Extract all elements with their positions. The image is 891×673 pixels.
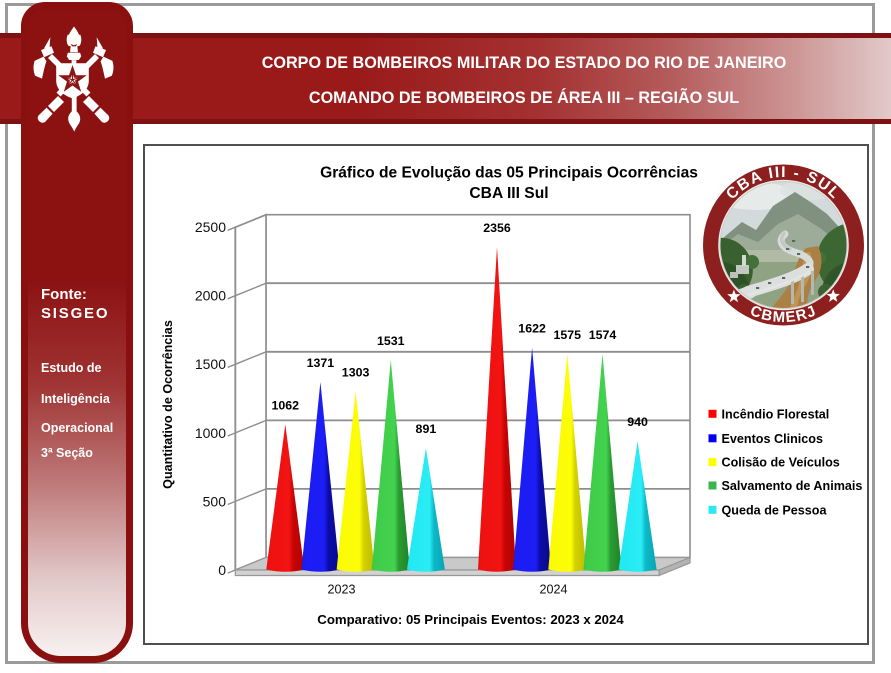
- svg-text:Quantitativo de Ocorrências: Quantitativo de Ocorrências: [161, 320, 175, 489]
- svg-text:1303: 1303: [342, 365, 370, 379]
- svg-text:Comparativo: 05 Principais Eve: Comparativo: 05 Principais Eventos: 2023…: [317, 612, 624, 627]
- svg-text:2500: 2500: [195, 219, 226, 235]
- svg-text:1062: 1062: [272, 398, 300, 412]
- svg-text:1500: 1500: [195, 356, 226, 372]
- svg-text:Salvamento de Animais: Salvamento de Animais: [722, 479, 863, 493]
- svg-text:Colisão de Veículos: Colisão de Veículos: [722, 456, 840, 470]
- svg-text:2024: 2024: [539, 583, 567, 597]
- svg-text:940: 940: [627, 415, 648, 429]
- svg-text:2356: 2356: [483, 221, 511, 235]
- svg-text:1371: 1371: [307, 356, 335, 370]
- svg-text:1622: 1622: [518, 322, 546, 336]
- svg-text:Queda de Pessoa: Queda de Pessoa: [722, 503, 828, 517]
- svg-text:1531: 1531: [377, 334, 405, 348]
- svg-text:0: 0: [218, 562, 226, 578]
- svg-text:CBA III Sul: CBA III Sul: [469, 185, 548, 202]
- svg-text:2023: 2023: [327, 583, 355, 597]
- svg-text:1574: 1574: [589, 328, 617, 342]
- svg-text:891: 891: [416, 422, 437, 436]
- svg-text:Eventos Clinicos: Eventos Clinicos: [722, 432, 823, 446]
- svg-text:2000: 2000: [195, 288, 226, 304]
- svg-text:Incêndio Florestal: Incêndio Florestal: [722, 407, 830, 421]
- svg-text:Gráfico de Evolução das 05 Pri: Gráfico de Evolução das 05 Principais Oc…: [320, 165, 698, 182]
- svg-text:1575: 1575: [554, 328, 582, 342]
- svg-text:1000: 1000: [195, 425, 226, 441]
- svg-text:500: 500: [203, 493, 227, 509]
